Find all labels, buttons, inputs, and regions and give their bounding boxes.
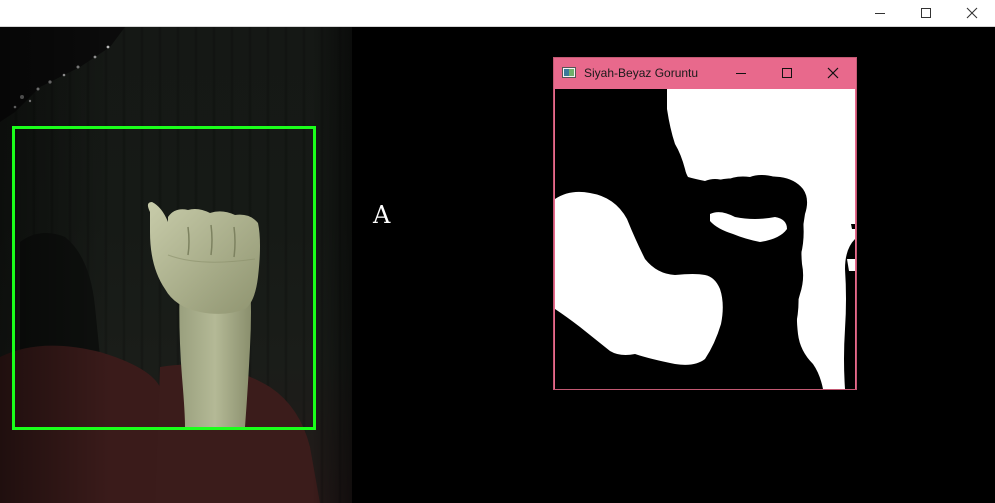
webcam-feed	[0, 27, 352, 503]
threshold-mask	[555, 89, 855, 389]
maximize-button[interactable]	[903, 0, 949, 26]
close-button[interactable]	[949, 0, 995, 26]
vignette-right	[312, 27, 352, 503]
window-app-icon	[562, 67, 576, 78]
person-with-hand	[0, 202, 320, 503]
bw-minimize-button[interactable]	[718, 58, 764, 88]
minimize-button[interactable]	[857, 0, 903, 26]
bw-close-button[interactable]	[810, 58, 856, 88]
roi-bounding-box	[12, 126, 316, 430]
main-content: A Siyah-Beyaz Goruntu	[0, 27, 995, 503]
maximize-icon	[921, 8, 931, 18]
main-titlebar	[0, 0, 995, 27]
vignette-left	[0, 27, 110, 503]
bw-window-titlebar[interactable]: Siyah-Beyaz Goruntu	[554, 58, 856, 88]
close-icon	[966, 7, 978, 19]
curtain-decoration	[0, 27, 125, 122]
predicted-letter: A	[373, 201, 391, 229]
black-white-threshold-image	[555, 89, 855, 389]
bw-image-window[interactable]: Siyah-Beyaz Goruntu	[553, 57, 857, 390]
bw-window-title: Siyah-Beyaz Goruntu	[584, 66, 699, 80]
minimize-icon	[736, 73, 746, 74]
maximize-icon	[782, 68, 792, 78]
minimize-icon	[875, 13, 885, 14]
close-icon	[827, 67, 839, 79]
bw-maximize-button[interactable]	[764, 58, 810, 88]
